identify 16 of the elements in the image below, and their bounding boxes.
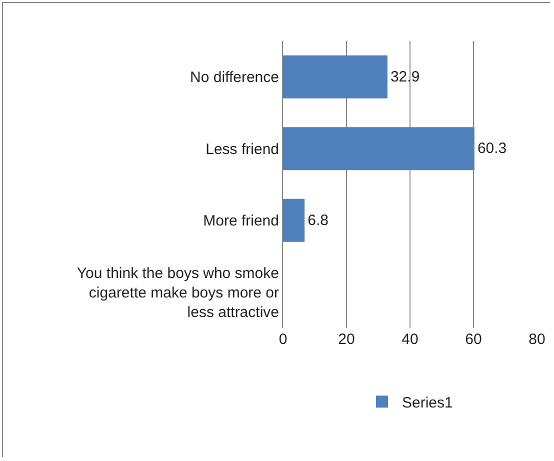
- x-tick-label: 60: [465, 331, 482, 348]
- data-label: 6.8: [308, 212, 328, 229]
- x-tick-label: 80: [528, 331, 546, 348]
- x-tick-label: 40: [402, 331, 418, 348]
- y-tick-label: More friend: [203, 212, 279, 230]
- legend-label: Series1: [402, 394, 453, 412]
- y-tick-label: Less friend: [206, 140, 279, 158]
- bar: [283, 55, 388, 98]
- x-tick-label: 0: [278, 331, 288, 348]
- bar: [283, 127, 474, 170]
- y-tick-label: No difference: [190, 69, 279, 86]
- bar: [283, 198, 305, 242]
- x-tick-label: 20: [338, 331, 355, 348]
- data-label: 60.3: [477, 140, 507, 158]
- data-label: 32.9: [390, 68, 420, 86]
- y-tick-label: You think the boys who smoke cigarette make boys more or less attractive: [76, 264, 280, 321]
